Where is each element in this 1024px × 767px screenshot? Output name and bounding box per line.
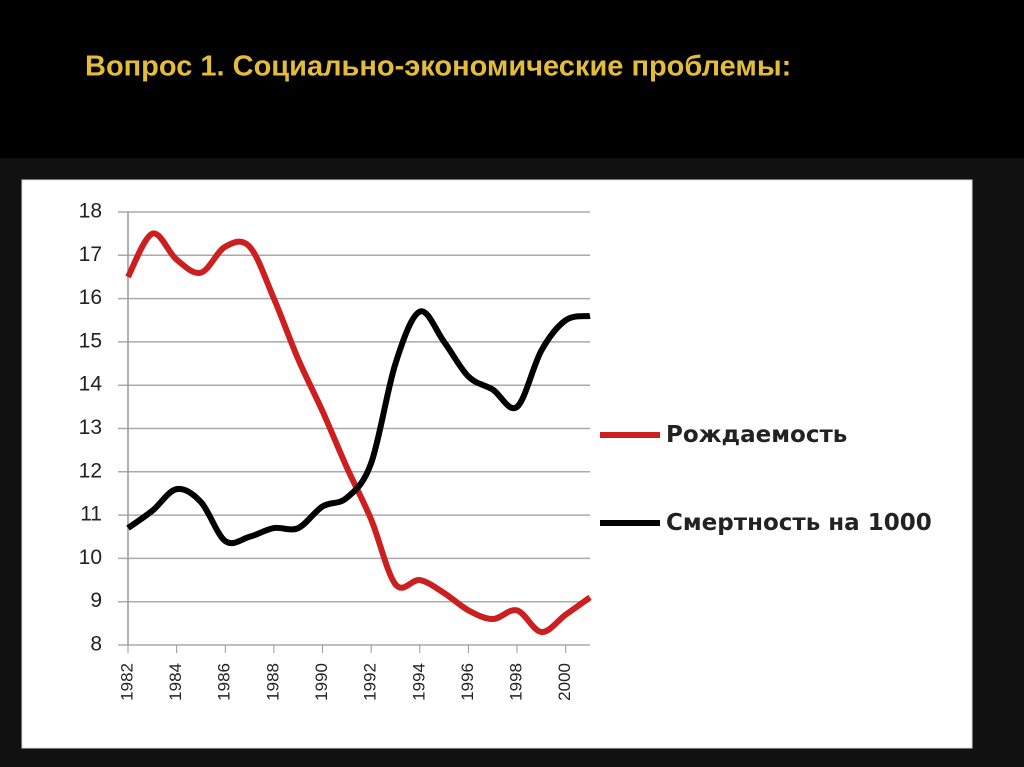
- y-tick-label: 18: [79, 200, 102, 223]
- x-tick-label: 1984: [166, 663, 185, 701]
- y-tick-label: 11: [80, 503, 102, 526]
- y-tick-label: 12: [79, 459, 102, 482]
- slide-title: Вопрос 1. Социально-экономические пробле…: [85, 51, 791, 83]
- x-tick-label: 2000: [555, 663, 574, 701]
- y-tick-label: 14: [79, 373, 103, 396]
- x-tick-label: 1992: [361, 663, 380, 701]
- x-tick-label: 1996: [458, 663, 477, 701]
- x-tick-label: 1998: [507, 663, 526, 701]
- x-tick-label: 1986: [215, 663, 234, 701]
- data-line: [125, 230, 592, 636]
- y-tick-label: 15: [79, 329, 102, 352]
- chart-area: [21, 179, 973, 749]
- y-tick-label: 9: [90, 589, 102, 612]
- data-line: [126, 308, 591, 547]
- y-tick-label: 8: [90, 633, 102, 656]
- y-tick-label: 17: [79, 243, 102, 266]
- legend-label: Рождаемость: [666, 422, 848, 448]
- y-tick-label: 13: [79, 416, 102, 439]
- y-tick-label: 10: [79, 546, 102, 569]
- legend-label: Смертность на 1000: [666, 510, 932, 536]
- x-tick-label: 1990: [312, 663, 331, 701]
- x-tick-label: 1988: [263, 663, 282, 701]
- y-tick-label: 16: [79, 286, 102, 309]
- x-tick-label: 1982: [117, 663, 136, 701]
- x-tick-label: 1994: [409, 663, 428, 701]
